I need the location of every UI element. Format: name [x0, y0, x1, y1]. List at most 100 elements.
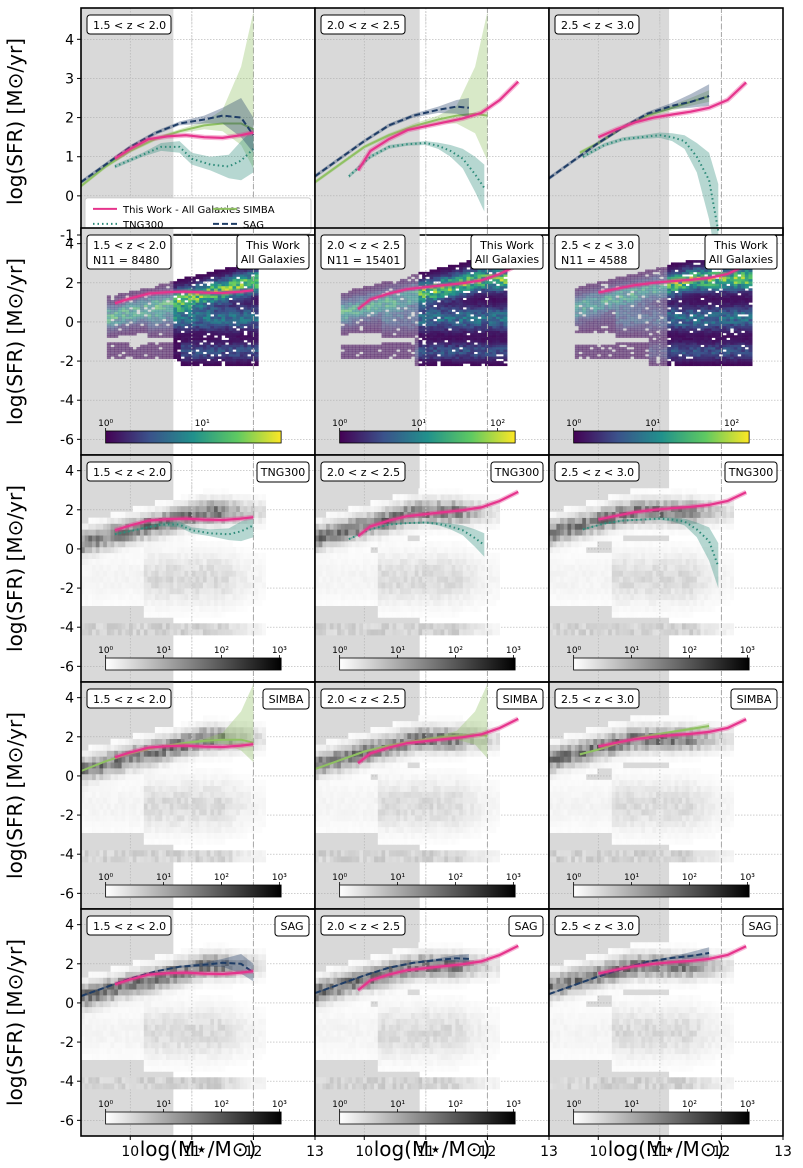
heatmap-bin	[597, 323, 602, 327]
heatmap-bin	[496, 314, 501, 317]
heatmap-bin	[228, 356, 233, 360]
heatmap-bin	[433, 344, 438, 348]
heatmap-bin	[652, 295, 657, 298]
heatmap-bin	[637, 325, 642, 329]
heatmap-bin	[202, 314, 207, 317]
heatmap-bin	[165, 330, 170, 334]
heatmap-bin	[744, 335, 749, 338]
heatmap-bin	[477, 281, 482, 284]
heatmap-bin	[473, 363, 478, 367]
heatmap-bin	[459, 328, 464, 331]
heatmap-bin	[466, 349, 471, 352]
heatmap-bin	[718, 271, 723, 275]
heatmap-bin	[711, 332, 716, 336]
heatmap-bin	[221, 285, 226, 289]
heatmap-bin	[718, 304, 723, 308]
heatmap-bin	[656, 339, 661, 343]
heatmap-bin	[648, 297, 653, 301]
heatmap-bin	[630, 330, 635, 334]
heatmap-bin	[396, 302, 401, 306]
heatmap-bin	[466, 269, 471, 273]
heatmap-bin	[633, 288, 638, 291]
heatmap-bin	[496, 363, 501, 367]
heatmap-bin	[689, 351, 694, 355]
heatmap-bin	[355, 318, 360, 322]
heatmap-bin	[392, 295, 397, 298]
heatmap-bin	[84, 552, 89, 560]
heatmap-bin	[585, 309, 590, 313]
heatmap-bin	[492, 300, 497, 303]
heatmap-bin	[600, 314, 605, 317]
heatmap-bin	[499, 311, 504, 315]
heatmap-bin	[696, 330, 701, 334]
heatmap-bin	[451, 363, 456, 367]
heatmap-bin	[399, 335, 404, 338]
heatmap-bin	[473, 274, 478, 277]
heatmap-bin	[232, 300, 237, 303]
heatmap-bin	[685, 339, 690, 343]
heatmap-bin	[125, 309, 130, 313]
heatmap-bin	[597, 302, 602, 306]
heatmap-bin	[129, 323, 134, 327]
heatmap-bin	[92, 582, 97, 589]
heatmap-bin	[744, 300, 749, 303]
heatmap-bin	[499, 328, 504, 331]
heatmap-bin	[637, 290, 642, 294]
heatmap-bin	[158, 300, 163, 303]
heatmap-bin	[492, 354, 497, 357]
heatmap-bin	[225, 316, 230, 320]
heatmap-bin	[184, 309, 189, 313]
model-tag-text: This Work	[245, 239, 300, 252]
heatmap-bin	[114, 344, 119, 348]
heatmap-bin	[715, 318, 720, 322]
heatmap-bin	[374, 290, 379, 294]
heatmap-bin	[154, 288, 159, 291]
heatmap-bin	[574, 321, 579, 324]
heatmap-bin	[214, 271, 219, 275]
heatmap-bin	[455, 342, 460, 345]
heatmap-bin	[95, 558, 100, 565]
heatmap-bin	[254, 271, 259, 275]
heatmap-bin	[696, 276, 701, 280]
heatmap-bin	[700, 309, 705, 313]
heatmap-bin	[648, 274, 653, 277]
heatmap-bin	[422, 363, 427, 367]
heatmap-bin	[578, 318, 583, 322]
heatmap-bin	[652, 269, 657, 273]
heatmap-bin	[217, 302, 222, 306]
heatmap-bin	[351, 295, 356, 298]
heatmap-bin	[693, 346, 698, 350]
heatmap-bin	[444, 311, 449, 315]
heatmap-bin	[158, 288, 163, 291]
heatmap-bin	[228, 295, 233, 298]
heatmap-bin	[359, 349, 364, 352]
heatmap-bin	[418, 349, 423, 352]
heatmap-bin	[615, 278, 620, 282]
heatmap-bin	[418, 328, 423, 331]
legend-label: This Work - All Galaxies	[122, 205, 240, 216]
heatmap-bin	[117, 511, 122, 518]
heatmap-bin	[715, 328, 720, 331]
heatmap-bin	[459, 330, 464, 334]
heatmap-bin	[210, 278, 215, 282]
heatmap-bin	[748, 276, 753, 280]
heatmap-bin	[239, 363, 244, 367]
heatmap-bin	[239, 339, 244, 343]
heatmap-bin	[730, 332, 735, 336]
heatmap-bin	[455, 278, 460, 282]
heatmap-bin	[737, 269, 742, 273]
heatmap-bin	[169, 328, 174, 331]
heatmap-bin	[165, 354, 170, 357]
heatmap-bin	[696, 344, 701, 348]
heatmap-bin	[214, 323, 219, 327]
heatmap-bin	[648, 278, 653, 282]
heatmap-bin	[206, 339, 211, 343]
heatmap-bin	[492, 361, 497, 364]
heatmap-bin	[496, 297, 501, 301]
heatmap-bin	[685, 297, 690, 301]
heatmap-bin	[656, 311, 661, 315]
heatmap-bin	[492, 288, 497, 291]
heatmap-bin	[217, 271, 222, 275]
heatmap-bin	[726, 339, 731, 343]
